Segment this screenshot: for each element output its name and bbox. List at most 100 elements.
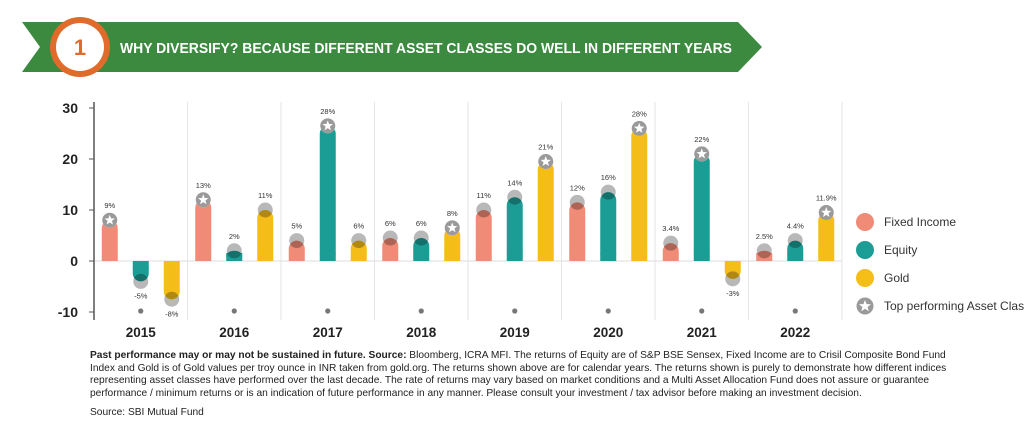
category-dot bbox=[792, 308, 798, 314]
category-dot bbox=[699, 308, 705, 314]
bar-base bbox=[257, 253, 274, 261]
data-label: 6% bbox=[385, 219, 396, 228]
data-label: -8% bbox=[165, 309, 179, 318]
star-icon bbox=[821, 207, 832, 217]
data-label: 22% bbox=[694, 135, 709, 144]
bar-base bbox=[132, 261, 149, 269]
y-tick-label: 20 bbox=[62, 151, 78, 167]
bar-end-marker bbox=[413, 230, 429, 246]
legend: Fixed Income Equity Gold Top performing … bbox=[856, 208, 1024, 320]
banner-number-circle bbox=[56, 23, 104, 71]
category-dot bbox=[231, 308, 237, 314]
bar-end-marker bbox=[787, 233, 803, 249]
chart: 30 20 10 0 -10 9% -5% -8% 13% 2% 11% 5% 28% 6% 6% 6% 8%… bbox=[58, 100, 843, 340]
legend-label-equity: Equity bbox=[884, 243, 918, 257]
bar-base bbox=[475, 253, 492, 261]
star-icon bbox=[322, 120, 333, 131]
data-label: 8% bbox=[447, 209, 458, 218]
bar-base bbox=[163, 261, 180, 269]
bar-base bbox=[350, 253, 367, 261]
bar-base bbox=[569, 253, 586, 261]
bar-base bbox=[413, 253, 430, 261]
bar-base bbox=[756, 253, 773, 261]
footnote-text: Bloomberg, ICRA MFI. The returns of Equi… bbox=[90, 350, 947, 399]
data-label: 9% bbox=[104, 201, 115, 210]
x-tick-label: 2017 bbox=[313, 325, 343, 340]
data-labels-layer: 9% -5% -8% 13% 2% 11% 5% 28% 6% 6% 6% 8% 11% 14% 21% 12… bbox=[104, 107, 837, 318]
bar-base bbox=[382, 253, 399, 261]
bar-base bbox=[537, 253, 554, 261]
legend-swatch-fixed-income bbox=[856, 213, 874, 231]
banner-number: 1 bbox=[74, 35, 86, 60]
bar-base bbox=[631, 253, 648, 261]
data-label: 2% bbox=[229, 232, 240, 241]
bar-base bbox=[600, 253, 617, 261]
star-icon bbox=[540, 156, 551, 166]
bar-base bbox=[724, 261, 741, 269]
bar bbox=[195, 199, 212, 261]
bar bbox=[257, 210, 274, 261]
star-icon bbox=[856, 297, 874, 315]
y-tick-label: 30 bbox=[62, 100, 78, 116]
footnote: Past performance may or may not be susta… bbox=[90, 350, 970, 400]
data-label: 11.9% bbox=[816, 194, 837, 203]
data-label: 28% bbox=[632, 109, 647, 118]
bar-base bbox=[319, 253, 336, 261]
bar-end-marker bbox=[476, 202, 492, 218]
data-label: 11% bbox=[477, 191, 492, 200]
y-tick-label: -10 bbox=[58, 304, 78, 320]
x-tick-label: 2021 bbox=[687, 325, 718, 340]
bar-base bbox=[662, 253, 679, 261]
data-label: 2.5% bbox=[756, 232, 773, 241]
y-tick-label: 10 bbox=[62, 202, 78, 218]
bar bbox=[444, 227, 461, 261]
bar-end-marker bbox=[351, 233, 367, 249]
bar-end-marker bbox=[226, 243, 242, 259]
data-label: 5% bbox=[291, 222, 302, 231]
x-tick-label: 2015 bbox=[126, 325, 157, 340]
x-tick-label: 2018 bbox=[406, 325, 437, 340]
data-label: 21% bbox=[538, 143, 553, 152]
bars-layer bbox=[101, 118, 835, 307]
data-label: 11% bbox=[258, 191, 273, 200]
star-icon bbox=[447, 222, 458, 233]
bar-base bbox=[195, 253, 212, 261]
bar bbox=[319, 125, 336, 261]
category-dot bbox=[418, 308, 424, 314]
data-label: -3% bbox=[726, 289, 740, 298]
star-icon bbox=[696, 148, 707, 159]
bar bbox=[631, 128, 648, 261]
bar bbox=[693, 153, 710, 261]
y-tick-label: 0 bbox=[70, 253, 78, 269]
legend-item-equity: Equity bbox=[856, 236, 1024, 264]
bar-end-marker bbox=[663, 235, 679, 251]
data-label: 14% bbox=[507, 178, 522, 187]
bar-end-marker bbox=[382, 230, 398, 246]
bar-end-marker bbox=[164, 291, 180, 307]
legend-item-gold: Gold bbox=[856, 264, 1024, 292]
bar-base bbox=[288, 253, 305, 261]
data-label: 4.4% bbox=[787, 222, 804, 231]
x-axis: 2015 2016 2017 2018 2019 2020 2021 2022 bbox=[126, 308, 810, 340]
bar-base bbox=[787, 253, 804, 261]
data-label: 3.4% bbox=[662, 224, 679, 233]
y-axis: 30 20 10 0 -10 bbox=[58, 100, 95, 320]
data-label: 6% bbox=[416, 219, 427, 228]
bar-end-marker bbox=[600, 184, 616, 200]
x-tick-label: 2022 bbox=[780, 325, 810, 340]
bar-end-marker bbox=[257, 202, 273, 218]
legend-swatch-equity bbox=[856, 241, 874, 259]
bar-base bbox=[818, 253, 835, 261]
bar-base bbox=[226, 253, 243, 261]
category-dot bbox=[325, 308, 331, 314]
star-icon bbox=[634, 122, 645, 133]
bar bbox=[818, 212, 835, 261]
bar bbox=[101, 220, 118, 261]
bar bbox=[537, 161, 554, 261]
bar-base bbox=[101, 253, 118, 261]
bar-base bbox=[444, 253, 461, 261]
data-label: 13% bbox=[196, 181, 211, 190]
banner: 1 WHY DIVERSIFY? BECAUSE DIFFERENT ASSET… bbox=[22, 17, 762, 77]
legend-label-gold: Gold bbox=[884, 271, 910, 285]
data-label: 16% bbox=[601, 173, 616, 182]
